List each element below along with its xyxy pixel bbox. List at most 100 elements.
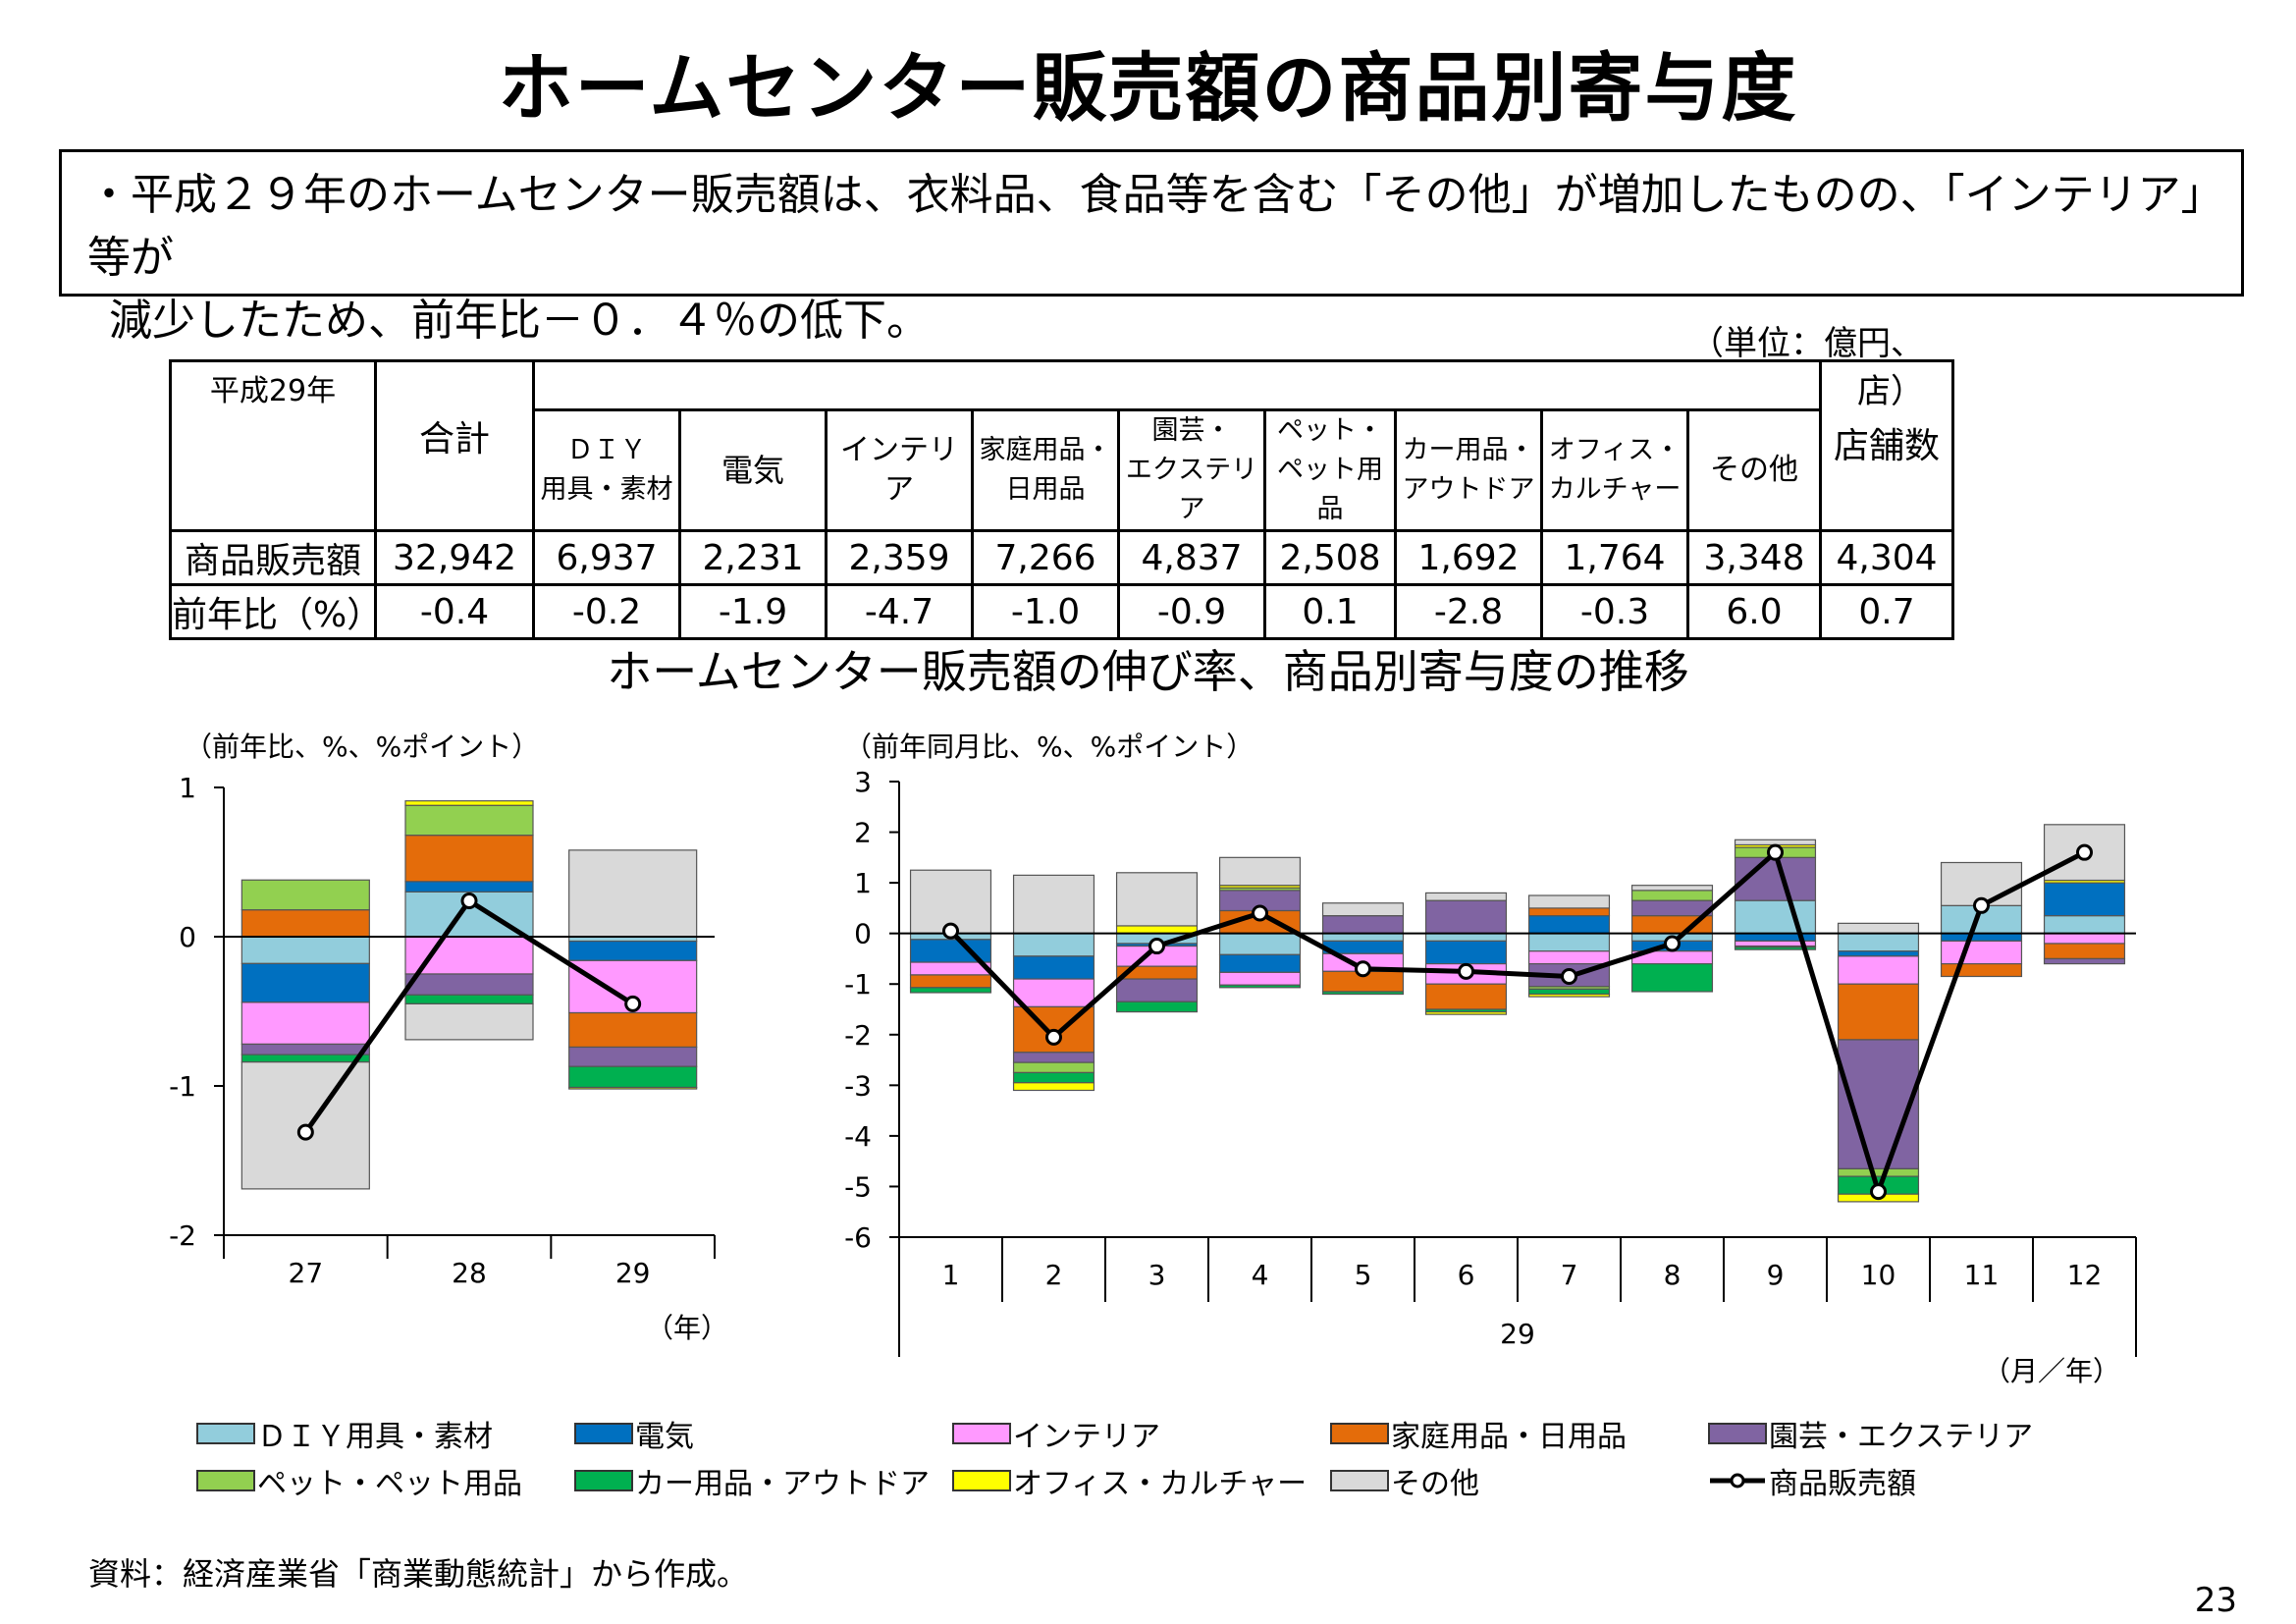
annual-bar-denki xyxy=(240,962,370,1003)
legend-item-katei: 家庭用品・日用品 xyxy=(1330,1414,1627,1454)
monthly-bar-interior xyxy=(2043,933,2126,945)
monthly-sales-point xyxy=(2076,843,2093,861)
monthly-bar-office xyxy=(1115,925,1199,935)
monthly-y-tick-label: 1 xyxy=(854,867,872,899)
monthly-y-tick-label: -2 xyxy=(844,1019,872,1052)
monthly-bar-other xyxy=(2043,824,2126,882)
legend-swatch-engei xyxy=(1708,1423,1767,1444)
annual-bar-katei xyxy=(568,1011,698,1049)
annual-bar-car xyxy=(240,1054,370,1063)
annual-x-tick-label: 29 xyxy=(615,1257,651,1289)
legend-item-engei: 園芸・エクステリア xyxy=(1708,1414,2033,1454)
annual-chart: （前年比、%、%ポイント） 1 0 -1 -2 27 28 29 （年） xyxy=(169,731,728,1344)
annual-bar-pet xyxy=(240,879,370,911)
legend-label-line: 商品販売額 xyxy=(1769,1467,1916,1501)
legend-swatch-office xyxy=(952,1470,1011,1491)
monthly-y-tick-label: -4 xyxy=(844,1120,872,1153)
monthly-sales-point xyxy=(1767,843,1784,861)
monthly-sales-point xyxy=(1045,1028,1062,1046)
monthly-bar-other xyxy=(1734,839,1817,846)
sales-value-3: 2,359 xyxy=(825,529,974,586)
monthly-x-tick-label: 8 xyxy=(1664,1259,1682,1291)
monthly-bar-katei xyxy=(1424,983,1508,1010)
monthly-bar-denki xyxy=(1837,950,1920,957)
annual-bar-pet xyxy=(404,804,534,837)
cat-header-1: 電気 xyxy=(678,408,828,532)
annual-bar-office xyxy=(568,1086,698,1090)
monthly-y-tick-label: -3 xyxy=(844,1069,872,1102)
monthly-bar-diy xyxy=(1837,933,1920,952)
annual-sales-point xyxy=(296,1123,314,1141)
monthly-sales-point xyxy=(1561,967,1577,985)
annual-y-tick-label: -1 xyxy=(169,1070,196,1103)
yoy-value-2: -1.9 xyxy=(678,583,828,640)
monthly-bar-other xyxy=(1424,892,1508,901)
monthly-sales-point xyxy=(1870,1183,1887,1201)
monthly-bar-car xyxy=(1630,963,1714,993)
monthly-bar-pet xyxy=(1630,890,1714,901)
annual-bar-car xyxy=(404,994,534,1004)
sales-value-4: 7,266 xyxy=(971,529,1120,586)
monthly-bar-katei xyxy=(909,974,992,989)
cat-header-4-l1: 園芸・ xyxy=(1151,415,1232,446)
legend-item-denki: 電気 xyxy=(574,1414,694,1454)
legend-label-diy: ＤＩＹ用具・素材 xyxy=(257,1420,493,1454)
total-header-top xyxy=(374,359,535,410)
monthly-x-axis-title: （月／年） xyxy=(1983,1355,2120,1387)
legend-item-diy: ＤＩＹ用具・素材 xyxy=(196,1414,493,1454)
monthly-bar-interior xyxy=(1012,978,1095,1008)
cat-header-6: カー用品・ アウトドア xyxy=(1394,408,1543,532)
cat-header-7: オフィス・ カルチャー xyxy=(1540,408,1689,532)
monthly-year-label: 29 xyxy=(1500,1318,1535,1350)
annual-x-tick-label: 27 xyxy=(289,1257,324,1289)
monthly-bar-office xyxy=(1012,1082,1095,1092)
monthly-bar-pet xyxy=(1837,1167,1920,1177)
monthly-bar-diy xyxy=(1012,933,1095,957)
legend-item-pet: ペット・ペット用品 xyxy=(196,1461,522,1501)
sales-value-2: 2,231 xyxy=(678,529,828,586)
monthly-bar-car xyxy=(1218,984,1302,989)
cat-header-8-l1: その他 xyxy=(1710,453,1798,487)
annual-sales-point xyxy=(460,893,478,910)
yoy-value-3: -4.7 xyxy=(825,583,974,640)
monthly-bar-engei xyxy=(1424,899,1508,935)
sales-value-8: 1,764 xyxy=(1540,529,1689,586)
annual-y-tick-label: 0 xyxy=(179,921,196,953)
cat-header-5: ペット・ ペット用品 xyxy=(1263,408,1397,532)
legend-label-other: その他 xyxy=(1391,1467,1479,1501)
sales-value-7: 1,692 xyxy=(1394,529,1543,586)
sales-value-6: 2,508 xyxy=(1263,529,1397,586)
cat-header-5-l1: ペット・ xyxy=(1277,415,1383,446)
monthly-bar-car xyxy=(909,987,992,994)
yoy-value-8: -0.3 xyxy=(1540,583,1689,640)
summary-box: ・平成２９年のホームセンター販売額は、衣料品、食品等を含む「その他」が増加したも… xyxy=(59,149,2244,346)
annual-bar-engei xyxy=(404,973,534,996)
monthly-bar-other xyxy=(1115,872,1199,927)
legend-line-marker-icon xyxy=(1710,1473,1765,1489)
legend-label-office: オフィス・カルチャー xyxy=(1013,1467,1308,1501)
legend-item-line: 商品販売額 xyxy=(1708,1461,1916,1501)
annual-y-tick-label: -2 xyxy=(169,1219,196,1252)
monthly-bar-diy xyxy=(2043,915,2126,935)
page-number: 23 xyxy=(2194,1581,2237,1620)
monthly-bar-denki xyxy=(2043,882,2126,917)
monthly-bar-denki xyxy=(1424,940,1508,965)
monthly-bar-diy xyxy=(1321,933,1405,943)
summary-line-1: ・平成２９年のホームセンター販売額は、衣料品、食品等を含む「その他」が増加したも… xyxy=(87,170,2203,283)
cat-header-3: 家庭用品・ 日用品 xyxy=(971,408,1120,532)
sales-value-1: 6,937 xyxy=(532,529,681,586)
monthly-bar-engei xyxy=(1630,899,1714,917)
cat-header-3-l1: 家庭用品・ xyxy=(979,435,1112,465)
annual-bar-diy xyxy=(240,936,370,964)
cat-header-1-l1: 電気 xyxy=(721,452,784,489)
legend-label-katei: 家庭用品・日用品 xyxy=(1391,1420,1627,1454)
monthly-sales-point xyxy=(1252,904,1268,922)
monthly-bar-pet xyxy=(1012,1061,1095,1074)
monthly-bar-denki xyxy=(1218,953,1302,973)
annual-y-axis-title: （前年比、%、%ポイント） xyxy=(185,731,539,763)
annual-bar-other xyxy=(404,1002,534,1041)
monthly-x-tick-label: 5 xyxy=(1355,1259,1372,1291)
monthly-y-tick-label: 3 xyxy=(854,766,872,798)
category-header-band xyxy=(532,359,1822,411)
legend-label-car: カー用品・アウトドア xyxy=(635,1467,930,1501)
